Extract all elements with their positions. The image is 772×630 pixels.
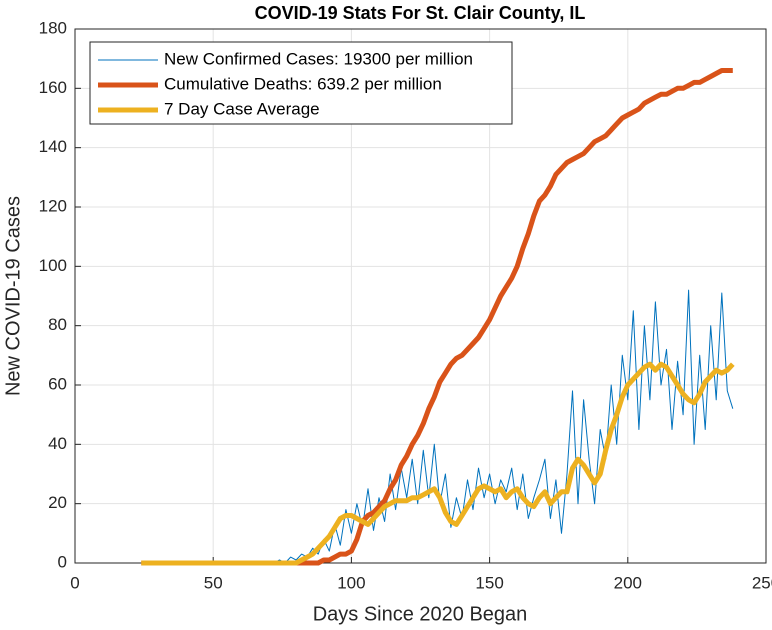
x-tick-label: 0 — [70, 573, 79, 592]
y-tick-label: 160 — [39, 78, 67, 97]
y-axis-label: New COVID-19 Cases — [2, 196, 24, 396]
y-tick-label: 0 — [58, 552, 67, 571]
y-tick-label: 100 — [39, 256, 67, 275]
y-tick-label: 140 — [39, 137, 67, 156]
x-tick-label: 250 — [752, 573, 772, 592]
y-tick-label: 80 — [48, 315, 67, 334]
x-axis-label: Days Since 2020 Began — [313, 603, 528, 625]
legend-label: 7 Day Case Average — [164, 99, 320, 118]
y-tick-label: 180 — [39, 18, 67, 37]
x-tick-label: 200 — [614, 573, 642, 592]
legend-label: New Confirmed Cases: 19300 per million — [164, 49, 473, 68]
series-line — [141, 361, 735, 566]
legend-label: Cumulative Deaths: 639.2 per million — [164, 74, 442, 93]
y-tick-label: 60 — [48, 374, 67, 393]
y-tick-label: 120 — [39, 196, 67, 215]
x-tick-label: 50 — [204, 573, 223, 592]
x-tick-label: 150 — [475, 573, 503, 592]
y-tick-label: 40 — [48, 434, 67, 453]
x-tick-label: 100 — [337, 573, 365, 592]
axes-box — [74, 28, 767, 564]
chart-title: COVID-19 Stats For St. Clair County, IL — [255, 3, 586, 23]
y-tick-label: 20 — [48, 493, 67, 512]
legend-box — [89, 41, 513, 125]
